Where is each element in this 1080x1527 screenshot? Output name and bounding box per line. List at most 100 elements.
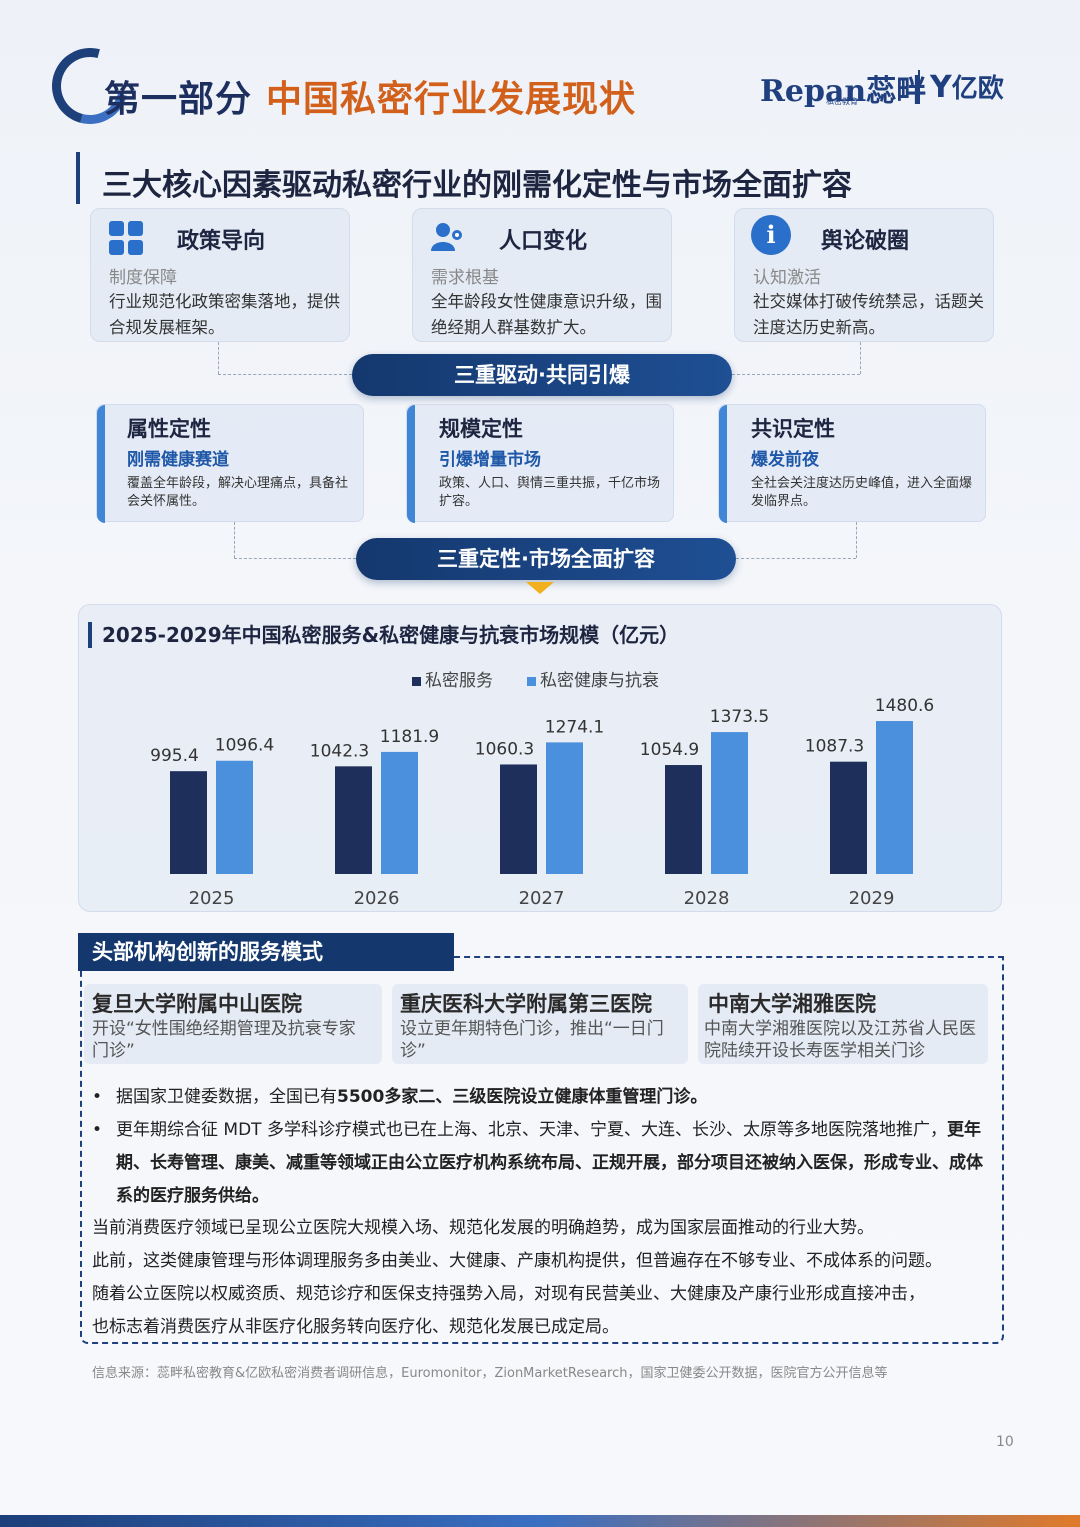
quality-subtitle: 引爆增量市场 <box>439 450 541 470</box>
section-title: 第一部分 中国私密行业发展现状 <box>104 70 636 122</box>
data-label-2029-series-1: 1087.3 <box>805 737 864 757</box>
bullet-2: • 更年期综合征 MDT 多学科诊疗模式也已在上海、北京、天津、宁夏、大连、长沙… <box>92 1120 983 1206</box>
bullet-1: • 据国家卫健委数据，全国已有5500多家二、三级医院设立健康体重管理门诊。 <box>92 1087 708 1107</box>
section-topic: 中国私密行业发展现状 <box>266 79 637 120</box>
quality-body: 全社会关注度达历史峰值，进入全面爆发临界点。 <box>751 476 973 509</box>
quality-subtitle: 爆发前夜 <box>751 450 819 470</box>
quality-title: 属性定性 <box>127 417 211 441</box>
quality-subtitle: 刚需健康赛道 <box>127 450 229 470</box>
data-label-2025-series-1: 995.4 <box>150 746 199 766</box>
pill-triple-drive: 三重驱动·共同引爆 <box>352 354 732 396</box>
hospital-card: 中南大学湘雅医院 中南大学湘雅医院以及江苏省人民医院陆续开设长寿医学相关门诊 <box>698 984 988 1064</box>
bar-2026-series-2 <box>381 751 418 874</box>
quality-title: 共识定性 <box>751 417 835 441</box>
legend-item-series-1: 私密服务 <box>412 671 493 691</box>
bar-2025-series-2 <box>216 760 253 874</box>
factor-title: 人口变化 <box>499 229 588 254</box>
paragraph: 此前，这类健康管理与形体调理服务多由美业、大健康、产康机构提供，但普遍存在不够专… <box>92 1251 942 1271</box>
factor-title: 舆论破圈 <box>821 229 910 254</box>
repan-logo-sub: 私密教育 <box>826 97 858 106</box>
connector <box>218 342 219 374</box>
factor-body: 社交媒体打破传统禁忌，话题关注度达历史新高。 <box>753 292 984 337</box>
arrow-down-icon <box>526 582 554 594</box>
connector <box>860 342 861 374</box>
quality-card-scale: 规模定性 引爆增量市场 政策、人口、舆情三重共振，千亿市场扩容。 <box>406 404 674 523</box>
connector <box>234 522 235 558</box>
data-label-2028-series-1: 1054.9 <box>640 740 699 760</box>
main-heading: 三大核心因素驱动私密行业的刚需化定性与市场全面扩容 <box>76 152 1006 204</box>
logo-separator <box>918 70 920 104</box>
data-label-2029-series-2: 1480.6 <box>875 696 934 716</box>
bar-2026-series-1 <box>335 766 372 874</box>
data-label-2027-series-2: 1274.1 <box>545 717 604 737</box>
innovation-header: 头部机构创新的服务模式 <box>78 933 454 971</box>
paragraph: 随着公立医院以权威资质、规范诊疗和医保支持强势入局，对现有民营美业、大健康及产康… <box>92 1284 925 1304</box>
factor-card-policy: 政策导向 制度保障 行业规范化政策密集落地，提供合规发展框架。 <box>90 208 350 342</box>
bar-2028-series-2 <box>711 732 748 874</box>
hospital-name: 复旦大学附属中山医院 <box>92 992 302 1016</box>
accent-bar <box>97 405 105 523</box>
pill-triple-quality: 三重定性·市场全面扩容 <box>356 538 736 580</box>
paragraph: 当前消费医疗领域已呈现公立医院大规模入场、规范化发展的明确趋势，成为国家层面推动… <box>92 1218 874 1238</box>
accent-bar <box>407 405 415 523</box>
paragraph: 也标志着消费医疗从非医疗化服务转向医疗化、规范化发展已成定局。 <box>92 1317 619 1337</box>
chart-legend: 私密服务 私密健康与抗衰 <box>412 666 693 691</box>
bar-2025-series-1 <box>170 771 207 874</box>
repan-logo: Repan蕊畔 <box>760 74 927 109</box>
data-label-2028-series-2: 1373.5 <box>710 707 769 727</box>
connector <box>234 558 356 559</box>
info-icon: i <box>751 215 791 255</box>
innovation-frame-top <box>454 956 1004 958</box>
people-icon <box>431 221 467 257</box>
factor-card-population: 人口变化 需求根基 全年龄段女性健康意识升级，围绝经期人群基数扩大。 <box>412 208 672 342</box>
connector <box>218 374 352 375</box>
chart-title: 2025-2029年中国私密服务&私密健康与抗衰市场规模（亿元） <box>88 622 679 648</box>
factor-subtitle: 认知激活 <box>753 268 821 288</box>
quality-card-consensus: 共识定性 爆发前夜 全社会关注度达历史峰值，进入全面爆发临界点。 <box>718 404 986 523</box>
quality-body: 覆盖全年龄段，解决心理痛点，具备社会关怀属性。 <box>127 476 349 509</box>
data-label-2026-series-2: 1181.9 <box>380 727 439 747</box>
innovation-frame <box>80 956 1004 1344</box>
hospital-name: 中南大学湘雅医院 <box>708 992 876 1016</box>
section-part: 第一部分 <box>104 79 253 120</box>
hospital-card: 复旦大学附属中山医院 开设“女性围绝经期管理及抗衰专家门诊” <box>84 984 382 1064</box>
quality-title: 规模定性 <box>439 417 523 441</box>
factor-subtitle: 制度保障 <box>109 268 177 288</box>
factor-body: 行业规范化政策密集落地，提供合规发展框架。 <box>109 292 340 337</box>
quality-card-attribute: 属性定性 刚需健康赛道 覆盖全年龄段，解决心理痛点，具备社会关怀属性。 <box>96 404 364 523</box>
x-tick-label-2026: 2026 <box>354 888 400 909</box>
bar-chart: 995.4 1096.4 2025 1042.3 1181.9 2026 1060.3 127… <box>150 696 934 909</box>
factor-title: 政策导向 <box>177 229 266 254</box>
quality-body: 政策、人口、舆情三重共振，千亿市场扩容。 <box>439 476 661 509</box>
factor-card-opinion: i 舆论破圈 认知激活 社交媒体打破传统禁忌，话题关注度达历史新高。 <box>734 208 994 342</box>
legend-item-series-2: 私密健康与抗衰 <box>527 671 659 691</box>
x-tick-label-2029: 2029 <box>849 888 895 909</box>
page-number: 10 <box>996 1434 1014 1450</box>
factor-body: 全年龄段女性健康意识升级，围绝经期人群基数扩大。 <box>431 292 662 337</box>
data-label-2025-series-2: 1096.4 <box>215 736 274 756</box>
bar-2028-series-1 <box>665 765 702 874</box>
hospital-desc: 中南大学湘雅医院以及江苏省人民医院陆续开设长寿医学相关门诊 <box>704 1019 976 1061</box>
accent-bar <box>719 405 727 523</box>
bar-2029-series-1 <box>830 761 867 874</box>
bar-2027-series-2 <box>546 742 583 874</box>
bottom-bar <box>0 1515 1080 1527</box>
x-tick-label-2027: 2027 <box>519 888 565 909</box>
connector <box>736 558 856 559</box>
connector <box>732 374 860 375</box>
source-note: 信息来源：蕊畔私密教育&亿欧私密消费者调研信息，Euromonitor，Zion… <box>92 1366 888 1381</box>
x-tick-label-2028: 2028 <box>684 888 730 909</box>
connector <box>856 522 857 558</box>
data-label-2027-series-1: 1060.3 <box>475 739 534 759</box>
grid-icon <box>109 221 143 255</box>
hospital-desc: 开设“女性围绝经期管理及抗衰专家门诊” <box>92 1019 356 1061</box>
factor-subtitle: 需求根基 <box>431 268 499 288</box>
hospital-name: 重庆医科大学附属第三医院 <box>400 992 652 1016</box>
x-tick-label-2025: 2025 <box>189 888 235 909</box>
yiou-logo: Y亿欧 <box>930 70 1004 105</box>
hospital-desc: 设立更年期特色门诊，推出“一日门诊” <box>400 1019 664 1061</box>
hospital-card: 重庆医科大学附属第三医院 设立更年期特色门诊，推出“一日门诊” <box>392 984 688 1064</box>
data-label-2026-series-1: 1042.3 <box>310 741 369 761</box>
bar-2029-series-2 <box>876 721 913 874</box>
bar-2027-series-1 <box>500 764 537 874</box>
